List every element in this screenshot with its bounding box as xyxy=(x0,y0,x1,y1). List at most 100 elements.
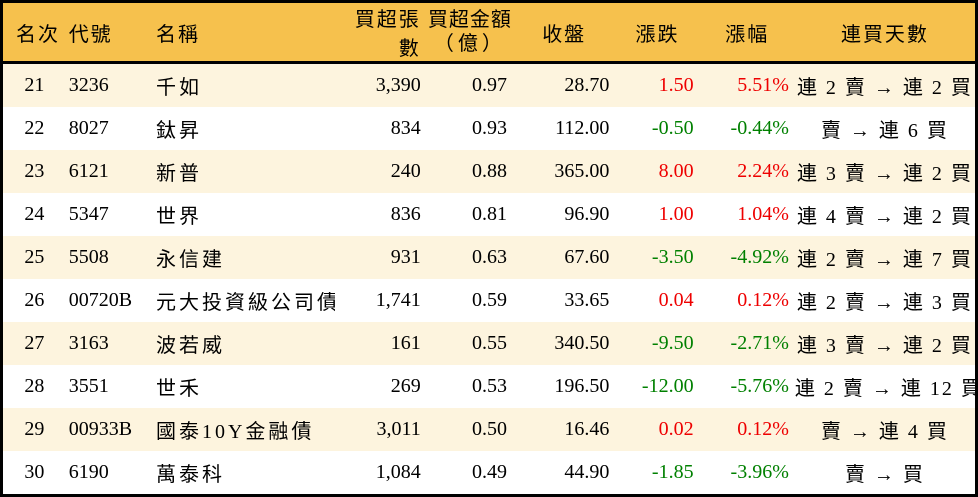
pct-cell: -2.71% xyxy=(730,332,789,354)
code-cell: 3551 xyxy=(68,375,109,397)
pct-cell: 0.12% xyxy=(737,289,789,311)
rank-cell: 25 xyxy=(24,246,45,268)
close-cell: 33.65 xyxy=(564,289,610,311)
code-cell: 3163 xyxy=(68,332,109,354)
streak-cell: 連 3 賣 → 連 2 買 xyxy=(796,163,973,185)
pct-cell: 0.12% xyxy=(737,418,789,440)
streak-cell: 連 4 賣 → 連 2 買 xyxy=(796,206,973,228)
rank-cell: 29 xyxy=(24,418,45,440)
streak-cell: 賣 → 連 6 買 xyxy=(820,120,949,142)
header-row: 名次 代號 名稱 買超張數 買超金額 （億） 收盤 漲跌 漲幅 連買天數 xyxy=(1,1,977,64)
name-cell: 新普 xyxy=(155,163,202,185)
change-cell: 0.02 xyxy=(658,418,694,440)
code-cell: 5508 xyxy=(68,246,109,268)
close-cell: 365.00 xyxy=(554,160,610,182)
table-row: 23 6121 新普 240 0.88 365.00 8.00 2.24% 連 … xyxy=(1,150,977,193)
header-rank: 名次 xyxy=(1,1,66,64)
volume-cell: 931 xyxy=(390,246,421,268)
header-change: 漲跌 xyxy=(615,1,700,64)
header-name: 名稱 xyxy=(153,1,335,64)
amount-cell: 0.53 xyxy=(472,375,508,397)
table-row: 29 00933B 國泰10Y金融債 3,011 0.50 16.46 0.02… xyxy=(1,408,977,451)
rank-cell: 26 xyxy=(24,289,45,311)
name-cell: 萬泰科 xyxy=(155,464,225,486)
name-cell: 國泰10Y金融債 xyxy=(155,421,315,443)
close-cell: 196.50 xyxy=(554,375,610,397)
rank-cell: 27 xyxy=(24,332,45,354)
close-cell: 96.90 xyxy=(564,203,610,225)
rank-cell: 22 xyxy=(24,117,45,139)
volume-cell: 1,084 xyxy=(375,461,421,483)
code-cell: 5347 xyxy=(68,203,109,225)
table-row: 30 6190 萬泰科 1,084 0.49 44.90 -1.85 -3.96… xyxy=(1,451,977,496)
rank-cell: 30 xyxy=(24,461,45,483)
table-header: 名次 代號 名稱 買超張數 買超金額 （億） 收盤 漲跌 漲幅 連買天數 xyxy=(1,1,977,64)
code-cell: 00720B xyxy=(68,289,133,311)
rank-cell: 24 xyxy=(24,203,45,225)
volume-cell: 836 xyxy=(390,203,421,225)
code-cell: 3236 xyxy=(68,74,109,96)
table-row: 22 8027 鈦昇 834 0.93 112.00 -0.50 -0.44% … xyxy=(1,107,977,150)
close-cell: 16.46 xyxy=(564,418,610,440)
streak-cell: 連 3 賣 → 連 2 買 xyxy=(796,335,973,357)
change-cell: 1.00 xyxy=(658,203,694,225)
change-cell: -12.00 xyxy=(641,375,694,397)
volume-cell: 240 xyxy=(390,160,421,182)
amount-cell: 0.88 xyxy=(472,160,508,182)
code-cell: 6190 xyxy=(68,461,109,483)
header-amount-line1: 買超金額 xyxy=(427,9,512,31)
header-amount-line2: （億） xyxy=(433,33,506,55)
pct-cell: 5.51% xyxy=(737,74,789,96)
amount-cell: 0.81 xyxy=(472,203,508,225)
name-cell: 波若威 xyxy=(155,335,225,357)
pct-cell: -4.92% xyxy=(730,246,789,268)
amount-cell: 0.93 xyxy=(472,117,508,139)
volume-cell: 269 xyxy=(390,375,421,397)
code-cell: 00933B xyxy=(68,418,133,440)
code-cell: 8027 xyxy=(68,117,109,139)
streak-cell: 連 2 賣 → 連 12 買 xyxy=(794,378,977,400)
change-cell: 0.04 xyxy=(658,289,694,311)
rank-cell: 28 xyxy=(24,375,45,397)
streak-cell: 連 2 賣 → 連 7 買 xyxy=(796,249,973,271)
volume-cell: 3,390 xyxy=(375,74,421,96)
close-cell: 112.00 xyxy=(555,117,610,139)
pct-cell: -5.76% xyxy=(730,375,789,397)
close-cell: 28.70 xyxy=(564,74,610,96)
change-cell: -1.85 xyxy=(651,461,694,483)
volume-cell: 834 xyxy=(390,117,421,139)
amount-cell: 0.97 xyxy=(472,74,508,96)
header-volume: 買超張數 xyxy=(334,1,427,64)
amount-cell: 0.59 xyxy=(472,289,508,311)
streak-cell: 連 2 賣 → 連 3 買 xyxy=(796,292,973,314)
header-pct: 漲幅 xyxy=(699,1,795,64)
streak-cell: 連 2 賣 → 連 2 買 xyxy=(796,77,973,99)
change-cell: 8.00 xyxy=(658,160,694,182)
amount-cell: 0.55 xyxy=(472,332,508,354)
pct-cell: -3.96% xyxy=(730,461,789,483)
amount-cell: 0.50 xyxy=(472,418,508,440)
change-cell: -3.50 xyxy=(651,246,694,268)
amount-cell: 0.63 xyxy=(472,246,508,268)
rank-cell: 23 xyxy=(24,160,45,182)
change-cell: -9.50 xyxy=(651,332,694,354)
name-cell: 世界 xyxy=(155,206,202,228)
name-cell: 世禾 xyxy=(155,378,202,400)
streak-cell: 賣 → 買 xyxy=(844,464,925,486)
pct-cell: 1.04% xyxy=(737,203,789,225)
header-amount: 買超金額 （億） xyxy=(426,1,514,64)
volume-cell: 3,011 xyxy=(376,418,421,440)
volume-cell: 1,741 xyxy=(375,289,421,311)
pct-cell: 2.24% xyxy=(737,160,789,182)
table-row: 21 3236 千如 3,390 0.97 28.70 1.50 5.51% 連… xyxy=(1,62,977,107)
close-cell: 67.60 xyxy=(564,246,610,268)
streak-cell: 賣 → 連 4 買 xyxy=(820,421,949,443)
volume-cell: 161 xyxy=(390,332,421,354)
amount-cell: 0.49 xyxy=(472,461,508,483)
change-cell: 1.50 xyxy=(658,74,694,96)
name-cell: 永信建 xyxy=(155,249,225,271)
change-cell: -0.50 xyxy=(651,117,694,139)
table-row: 28 3551 世禾 269 0.53 196.50 -12.00 -5.76%… xyxy=(1,365,977,408)
